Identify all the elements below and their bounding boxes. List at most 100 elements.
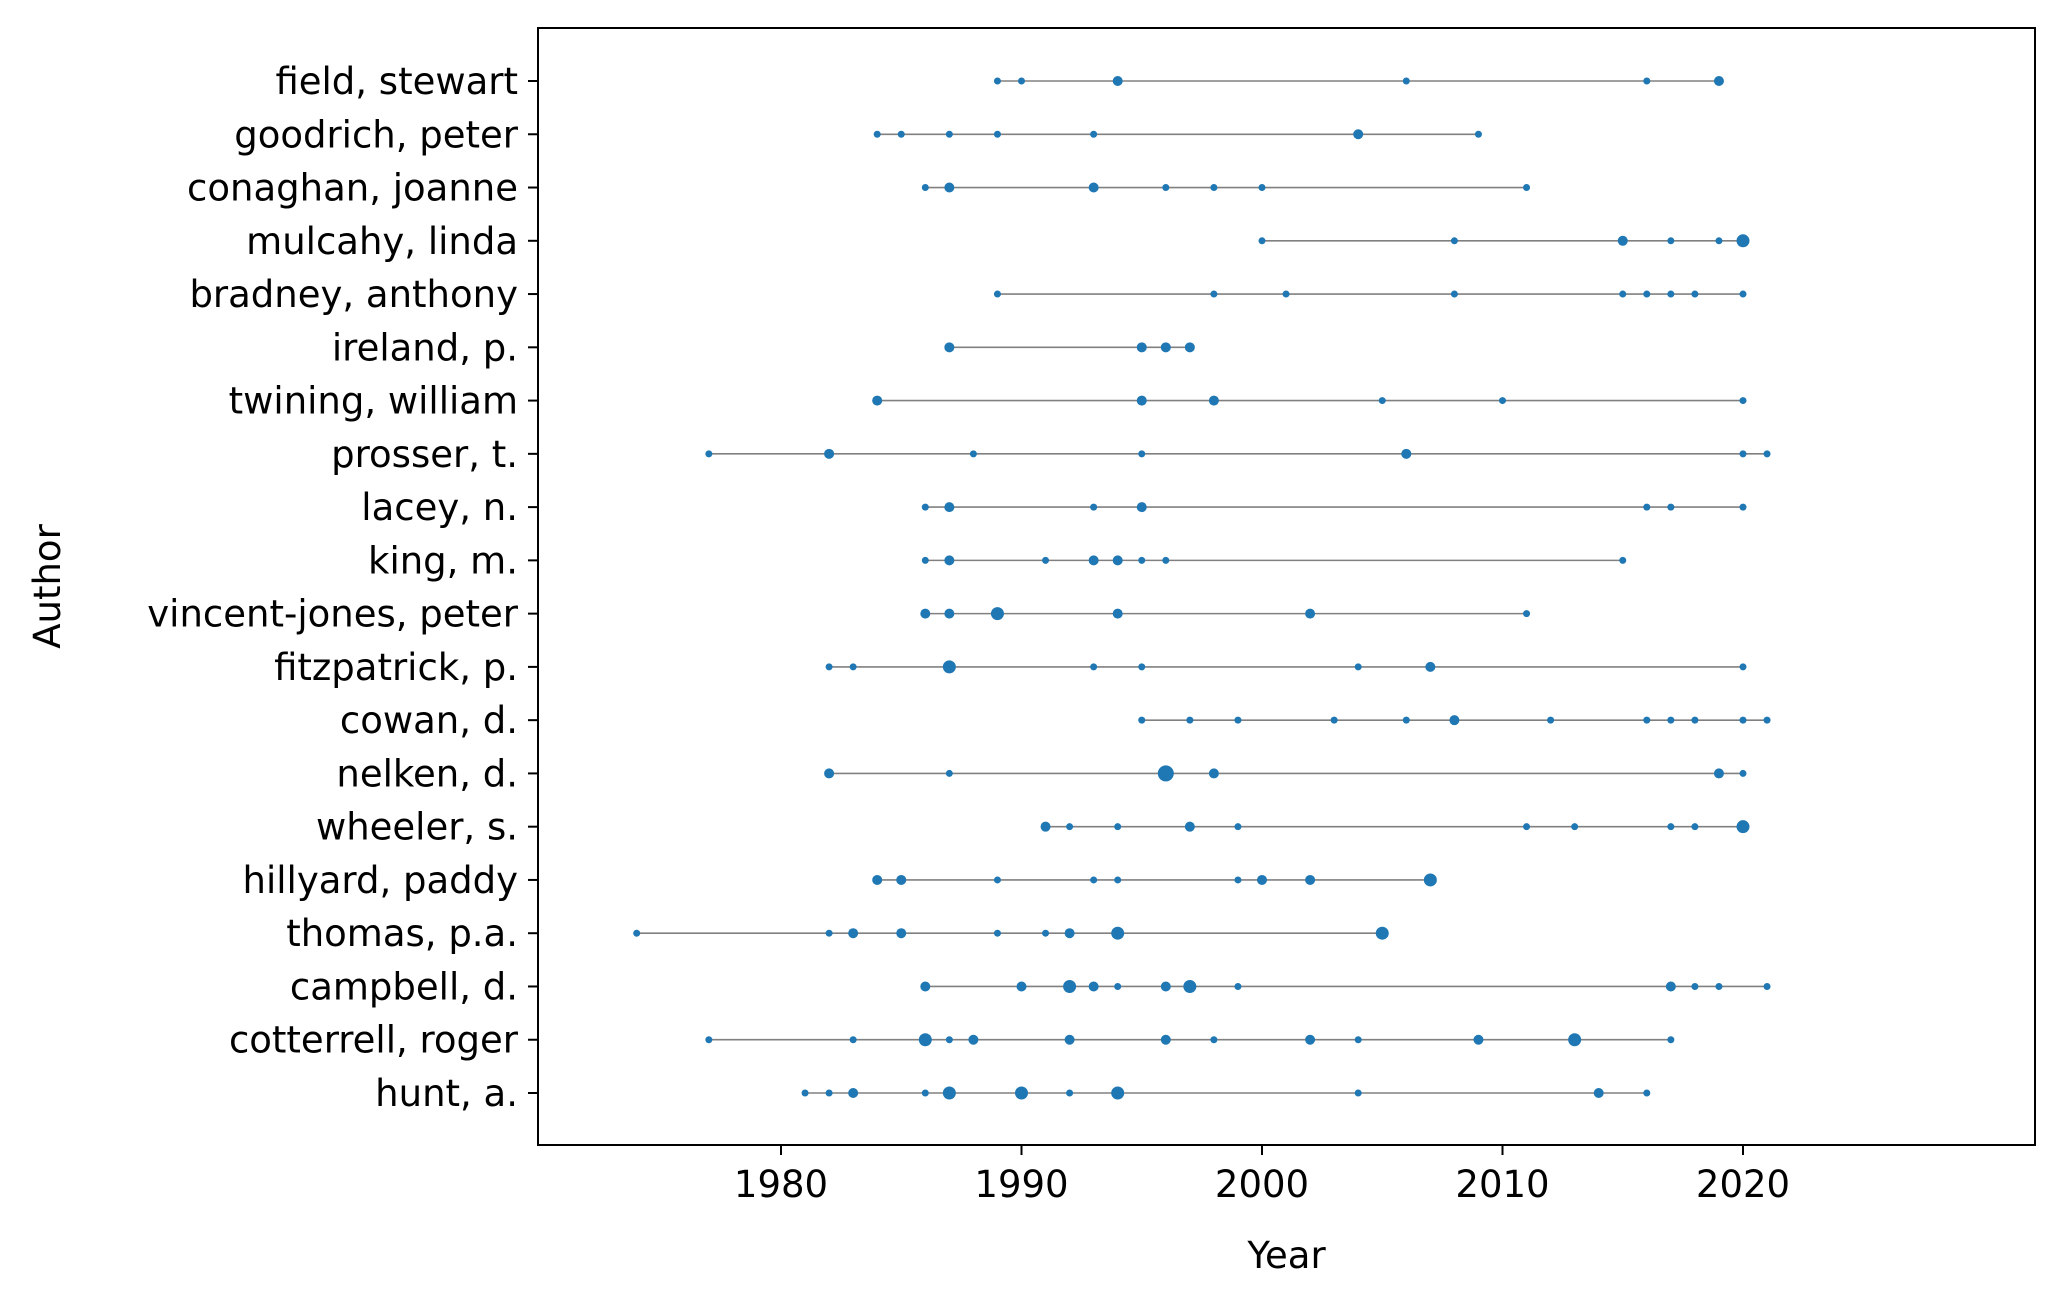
publication-point [1713,768,1724,779]
publication-point [1088,182,1099,193]
y-axis: field, stewart goodrich, peter conaghan, j… [147,60,538,1115]
publication-point [1138,450,1146,458]
y-tick-label: hillyard, paddy [243,859,518,902]
publication-point [1643,716,1651,724]
publication-point [1064,928,1075,939]
publication-point [897,130,905,138]
publication-point [993,876,1001,884]
y-tick-label: goodrich, peter [234,113,519,156]
publication-point [944,555,955,566]
y-tick-label: hunt, a. [375,1072,518,1115]
y-tick-label: lacey, n. [361,486,518,529]
publication-point [1114,982,1122,990]
publication-point [1713,76,1724,86]
publication-point [1402,716,1410,724]
publication-point [1353,129,1364,140]
publication-point [1090,503,1098,511]
publication-point [1402,77,1410,85]
publication-point [945,130,953,138]
publication-point [993,290,1001,298]
publication-point [1112,608,1123,619]
publication-point [990,607,1004,621]
publication-point [993,130,1001,138]
publication-point [1282,290,1290,298]
publication-point [1114,876,1122,884]
publication-point [1186,716,1194,724]
publication-point [1305,874,1316,885]
author-span-lines [636,80,1768,1094]
x-axis-title: Year [1246,1234,1326,1277]
publication-point [1018,77,1025,85]
publication-point [1136,342,1147,353]
publication-point [920,608,931,619]
publication-point [1354,663,1362,671]
y-tick-label: vincent-jones, peter [147,593,518,636]
publication-point [872,874,883,885]
x-tick-label: 2000 [1215,1163,1309,1206]
publication-point [921,556,929,564]
publication-point [801,1089,809,1097]
publication-point [825,1089,833,1097]
publication-point [942,660,956,674]
publication-point [968,1034,979,1045]
publication-point [1063,979,1077,993]
publication-point [1450,290,1458,298]
publication-point [921,184,929,192]
publication-point [848,928,859,939]
x-tick-label: 1980 [734,1163,828,1206]
publication-point [944,342,955,353]
y-tick-label: campbell, d. [290,965,518,1008]
publication-point [1305,1034,1316,1045]
publication-point [1234,823,1242,831]
publication-point [1042,556,1050,564]
publication-point [1643,1089,1651,1097]
y-tick-label: wheeler, s. [316,806,518,849]
x-tick-label: 1990 [974,1163,1068,1206]
publication-point [944,502,955,513]
publication-point [1571,823,1579,831]
x-tick-label: 2020 [1696,1163,1790,1206]
y-tick-label: bradney, anthony [189,273,518,316]
publication-point [1667,290,1675,298]
y-tick-label: king, m. [368,539,518,582]
publication-point [942,1086,956,1100]
publication-point [1138,556,1146,564]
publication-point [1378,397,1386,405]
publication-point [1208,768,1219,779]
publication-point [1739,397,1747,405]
publication-point [918,1033,932,1047]
publication-point [1474,130,1482,138]
publication-point [1184,342,1195,353]
publication-point [1162,556,1170,564]
publication-point [1258,237,1266,245]
publication-point [824,768,835,779]
publication-point [945,769,953,777]
publication-point [1210,290,1218,298]
publication-point [1111,926,1125,940]
publication-point [1305,608,1316,619]
publication-point [848,1088,859,1098]
publication-point [1066,823,1074,831]
publication-point [1667,716,1675,724]
publication-point [1234,982,1242,990]
publication-point [1162,184,1170,192]
publication-point [872,395,883,406]
publication-point [1643,290,1651,298]
publication-point [1138,663,1146,671]
publication-point [1210,1036,1218,1044]
publication-point [1763,716,1771,724]
publication-point [1715,237,1723,245]
publication-point [1330,716,1338,724]
publication-point [1234,876,1242,884]
publication-point [1736,234,1750,248]
publication-point [1665,981,1676,992]
y-tick-label: cowan, d. [340,699,518,742]
publication-point [993,929,1001,937]
publication-point [1739,716,1747,724]
publication-point [633,929,641,937]
y-tick-label: thomas, p.a. [286,912,518,955]
publication-point [1450,237,1458,245]
publication-point [1375,926,1389,940]
publication-point [1691,982,1699,990]
publication-point [1523,184,1531,192]
